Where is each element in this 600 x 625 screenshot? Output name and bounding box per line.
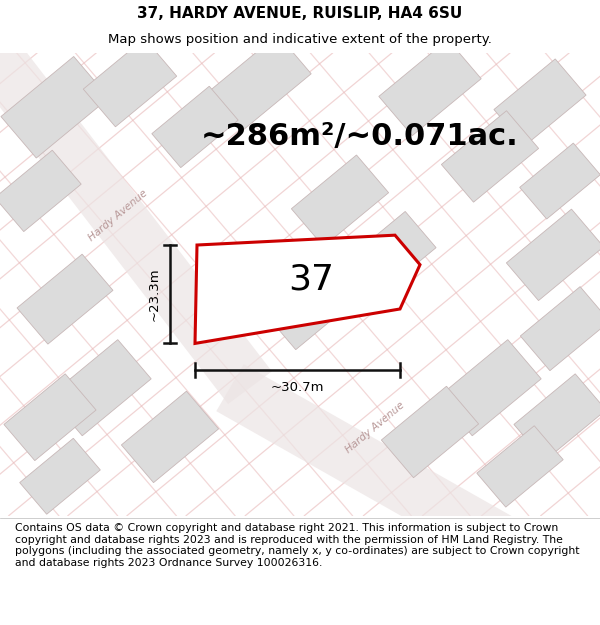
Text: ~30.7m: ~30.7m: [271, 381, 324, 394]
Polygon shape: [49, 339, 151, 436]
Polygon shape: [494, 59, 586, 146]
Text: Hardy Avenue: Hardy Avenue: [86, 188, 149, 243]
Polygon shape: [439, 339, 541, 436]
Polygon shape: [17, 254, 113, 344]
Text: ~286m²/~0.071ac.: ~286m²/~0.071ac.: [201, 122, 519, 151]
Polygon shape: [209, 34, 311, 131]
Text: 37: 37: [289, 262, 334, 296]
Polygon shape: [344, 211, 436, 298]
Polygon shape: [83, 39, 177, 127]
Polygon shape: [20, 438, 100, 514]
Text: Contains OS data © Crown copyright and database right 2021. This information is : Contains OS data © Crown copyright and d…: [15, 523, 580, 568]
Polygon shape: [4, 374, 96, 461]
Polygon shape: [1, 56, 109, 158]
Polygon shape: [267, 268, 353, 349]
Polygon shape: [121, 391, 218, 482]
Polygon shape: [442, 111, 539, 202]
Polygon shape: [195, 235, 420, 343]
Text: ~23.3m: ~23.3m: [148, 268, 161, 321]
Polygon shape: [520, 143, 600, 219]
Polygon shape: [520, 287, 600, 371]
Polygon shape: [382, 386, 479, 478]
Polygon shape: [506, 209, 600, 301]
Text: 37, HARDY AVENUE, RUISLIP, HA4 6SU: 37, HARDY AVENUE, RUISLIP, HA4 6SU: [137, 6, 463, 21]
Text: Hardy Avenue: Hardy Avenue: [344, 399, 406, 454]
Polygon shape: [292, 155, 389, 246]
Polygon shape: [379, 39, 481, 136]
Polygon shape: [0, 8, 272, 404]
Polygon shape: [216, 364, 574, 598]
Polygon shape: [0, 150, 81, 232]
Polygon shape: [477, 426, 563, 507]
Text: Map shows position and indicative extent of the property.: Map shows position and indicative extent…: [108, 33, 492, 46]
Polygon shape: [514, 374, 600, 461]
Polygon shape: [152, 86, 238, 168]
